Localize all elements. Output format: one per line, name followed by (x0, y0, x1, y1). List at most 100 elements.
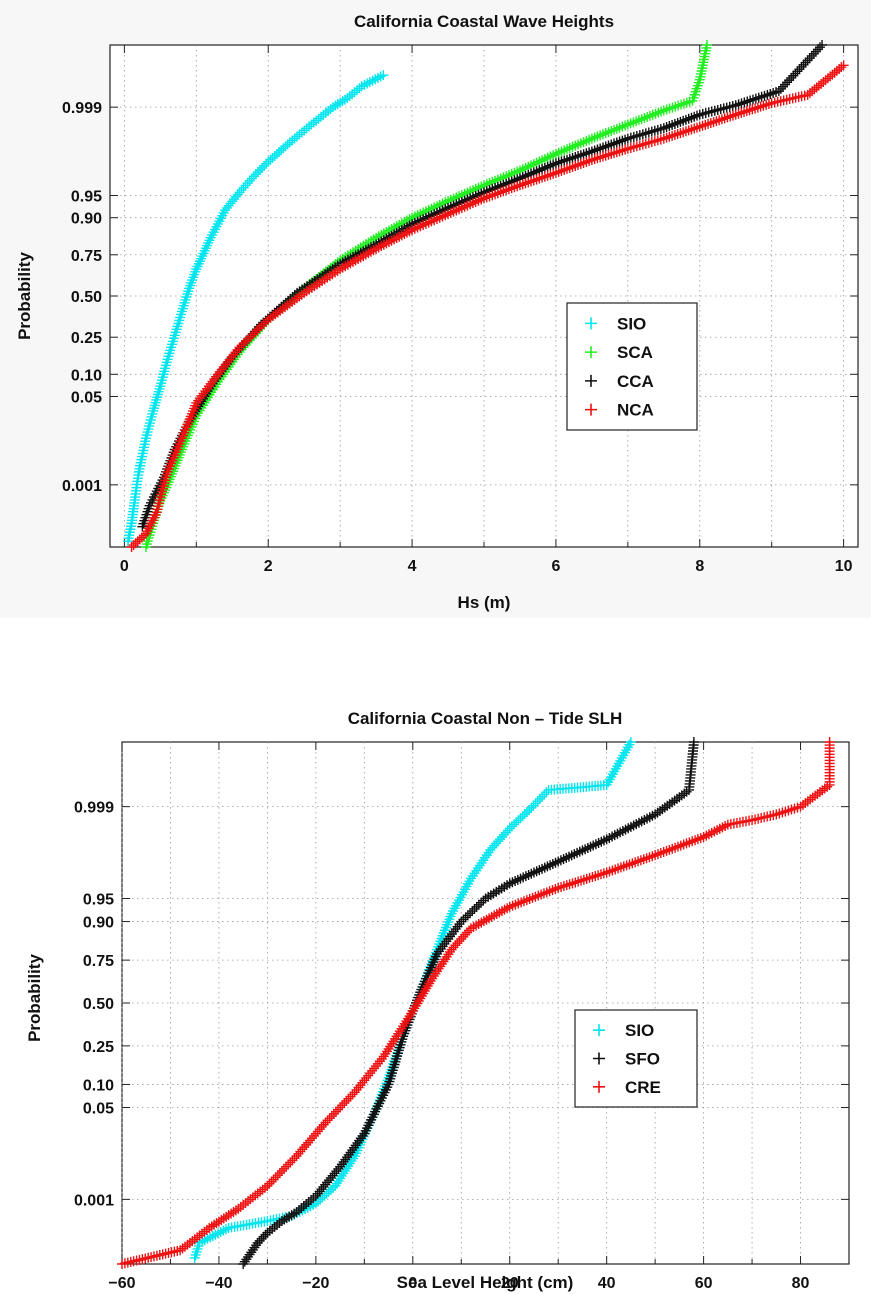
data-point-sio (193, 258, 204, 269)
data-point-cre (388, 1036, 399, 1047)
data-point-nca (312, 279, 323, 290)
data-point-cre (339, 1098, 350, 1109)
data-point-sfo (460, 912, 471, 923)
data-point-cre (496, 906, 507, 917)
data-point-nca (376, 241, 387, 252)
data-point-nca (327, 269, 338, 280)
legend-label-nca: NCA (617, 401, 654, 420)
data-point-sio (204, 235, 215, 246)
chart-panel-non-tide-slh: −60 −40 −20 0 20 40 60 80 0.001 0.05 0.10 0.25 0.50 0… (0, 700, 871, 1294)
data-point-sio (481, 850, 492, 861)
series-sio (189, 737, 636, 1263)
y-tick-label: 0.10 (71, 367, 102, 384)
data-point-sfo (293, 1205, 304, 1216)
y-axis-label: Probability (15, 252, 34, 340)
data-point-cca (790, 68, 801, 79)
data-point-cre (266, 1176, 277, 1187)
data-point-cre (285, 1157, 296, 1168)
data-point-cre (502, 903, 513, 914)
data-point-sfo (357, 1130, 368, 1141)
data-point-sfo (296, 1203, 307, 1214)
data-point-cre (478, 916, 489, 927)
gridlines (110, 45, 858, 547)
data-point-nca (396, 230, 407, 241)
data-point-nca (371, 243, 382, 254)
gridlines (121, 742, 849, 1264)
y-tick-label: 0.001 (74, 1192, 114, 1209)
data-point-cre (324, 1113, 335, 1124)
legend-label-cre: CRE (625, 1078, 661, 1097)
tick-labels: −60 −40 −20 0 20 40 60 80 0.001 0.05 0.10 0.25 0.50 0… (74, 800, 810, 1292)
data-point-cre (386, 1038, 397, 1049)
data-point-sio (378, 70, 389, 81)
y-tick-label: 0.10 (83, 1077, 114, 1094)
x-axis-label: Hs (m) (458, 593, 511, 612)
x-tick-label: 10 (835, 558, 853, 575)
data-point-sio (197, 251, 208, 262)
data-point-sio (478, 855, 489, 866)
data-point-cre (494, 907, 505, 918)
data-point-sio (236, 185, 247, 196)
data-point-sio (517, 811, 528, 822)
data-point-nca (358, 251, 369, 262)
x-axis-label: Sea Level Height (cm) (397, 1273, 574, 1292)
data-point-cca (784, 75, 795, 86)
data-point-nca (309, 281, 320, 292)
data-point-cre (381, 1046, 392, 1057)
data-point-sio (474, 860, 485, 871)
data-point-sio (465, 873, 476, 884)
data-point-cre (499, 904, 510, 915)
data-point-nca (238, 338, 249, 349)
data-point-nca (365, 246, 376, 257)
legend-label-sca: SCA (617, 343, 653, 362)
data-point-cre (335, 1102, 346, 1113)
data-point-nca (337, 262, 348, 273)
y-tick-label: 0.50 (71, 289, 102, 306)
data-point-cca (806, 50, 817, 61)
y-tick-label: 0.25 (83, 1039, 114, 1056)
data-point-sio (199, 245, 210, 256)
y-tick-label: 0.90 (71, 211, 102, 228)
data-point-sio (528, 800, 539, 811)
x-tick-label: 80 (792, 1275, 810, 1292)
chart-title: California Coastal Non – Tide SLH (348, 709, 623, 728)
data-point-cre (320, 1117, 331, 1128)
data-point-sio (526, 802, 537, 813)
data-point-sio (471, 865, 482, 876)
data-point-cca (777, 81, 788, 92)
data-point-cca (780, 79, 791, 90)
data-point-sio (191, 264, 202, 275)
y-tick-label: 0.05 (83, 1101, 114, 1118)
data-point-nca (360, 249, 371, 260)
data-point-nca (404, 226, 415, 237)
data-point-cre (270, 1172, 281, 1183)
data-point-sio (530, 798, 541, 809)
y-axis-label: Probability (25, 954, 44, 1042)
data-point-sfo (298, 1201, 309, 1212)
data-point-cca (794, 64, 805, 75)
data-point-sio (248, 171, 259, 182)
data-point-cca (798, 59, 809, 70)
data-point-sfo (291, 1207, 302, 1218)
data-point-sfo (454, 919, 465, 930)
data-point-cre (391, 1031, 402, 1042)
legend: SIO SFO CRE (574, 1009, 698, 1108)
data-point-sfo (465, 908, 476, 919)
data-point-nca (236, 340, 247, 351)
x-tick-label: 0 (120, 558, 129, 575)
data-point-nca (247, 329, 258, 340)
data-point-cca (812, 44, 823, 55)
legend-marker-cca (585, 374, 597, 387)
data-point-cre (385, 1041, 396, 1052)
data-point-cre (401, 1016, 412, 1027)
y-tick-label: 0.05 (71, 390, 102, 407)
data-point-cre (402, 1013, 413, 1024)
chart-svg-non-tide-slh: −60 −40 −20 0 20 40 60 80 0.001 0.05 0.10 0.25 0.50 0… (25, 709, 850, 1292)
data-point-sio (244, 175, 255, 186)
data-point-sio (203, 237, 214, 248)
data-point-nca (355, 252, 366, 263)
data-point-nca (394, 231, 405, 242)
data-point-sio (537, 791, 548, 802)
data-point-nca (249, 327, 260, 338)
x-tick-label: 8 (695, 558, 704, 575)
